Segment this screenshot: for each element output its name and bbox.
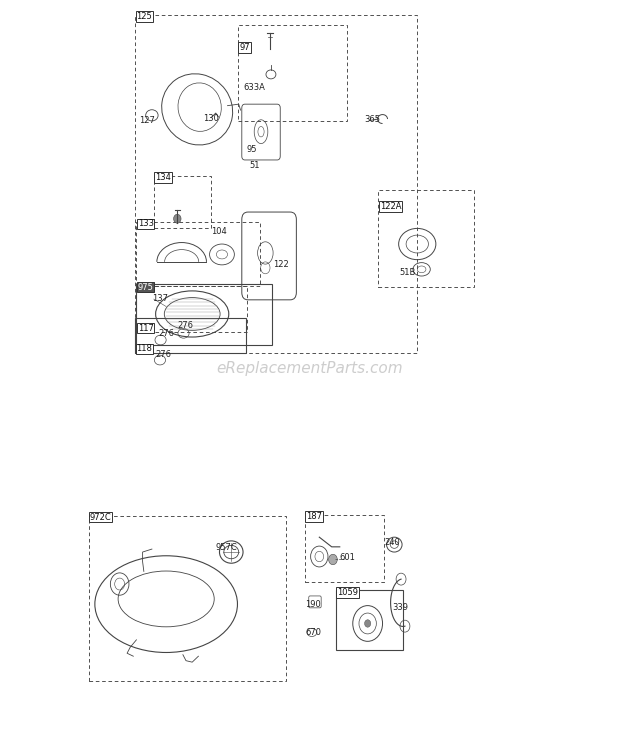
Text: 122A: 122A <box>380 202 402 211</box>
Bar <box>238 25 347 121</box>
Text: 187: 187 <box>306 512 322 521</box>
Bar <box>378 190 474 287</box>
Text: 125: 125 <box>136 12 152 21</box>
Bar <box>305 515 384 582</box>
Bar <box>135 318 246 353</box>
Text: 957C: 957C <box>216 543 237 552</box>
Text: eReplacementParts.com: eReplacementParts.com <box>216 361 404 376</box>
Text: 137: 137 <box>152 294 168 303</box>
Text: 97: 97 <box>239 43 250 52</box>
Text: 240: 240 <box>384 538 400 547</box>
Text: 95: 95 <box>247 145 257 154</box>
Text: 134: 134 <box>155 173 171 182</box>
Bar <box>336 590 403 650</box>
Text: 601: 601 <box>340 554 356 562</box>
Text: 190: 190 <box>305 600 321 609</box>
Circle shape <box>174 214 181 223</box>
Text: 276: 276 <box>159 329 175 338</box>
Bar <box>136 222 260 286</box>
Text: 276: 276 <box>177 321 193 330</box>
Text: 972C: 972C <box>90 513 112 522</box>
Text: 975: 975 <box>138 283 154 292</box>
Text: 104: 104 <box>211 227 226 236</box>
Text: 276: 276 <box>155 350 171 359</box>
Text: 133: 133 <box>138 219 154 228</box>
Bar <box>89 516 286 681</box>
Circle shape <box>365 620 371 627</box>
Text: 633A: 633A <box>243 83 265 92</box>
Bar <box>135 15 417 353</box>
Text: 51: 51 <box>249 161 260 170</box>
Bar <box>136 286 247 332</box>
Bar <box>136 284 272 345</box>
Text: 51B: 51B <box>399 268 415 277</box>
Text: 339: 339 <box>392 603 408 612</box>
Text: 670: 670 <box>305 628 321 637</box>
Text: 122: 122 <box>273 260 288 269</box>
Bar <box>154 176 211 228</box>
Text: 1059: 1059 <box>337 588 358 597</box>
Text: 130: 130 <box>203 114 219 123</box>
Text: 365: 365 <box>365 115 381 124</box>
Circle shape <box>329 554 337 565</box>
Text: 127: 127 <box>140 116 156 125</box>
Text: 117: 117 <box>138 324 154 333</box>
Text: 118: 118 <box>136 344 153 353</box>
